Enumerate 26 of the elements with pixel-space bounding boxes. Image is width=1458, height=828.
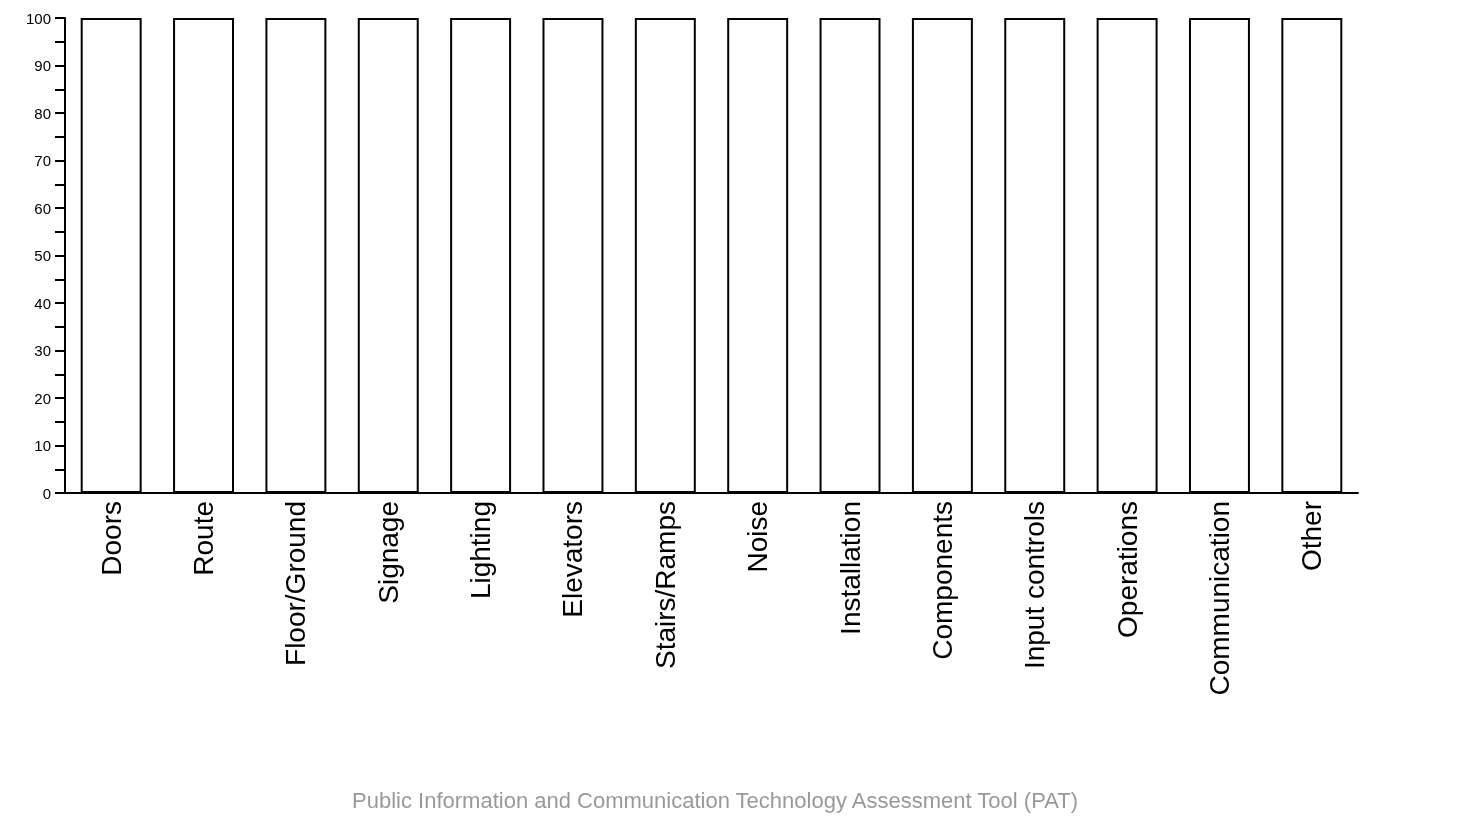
x-tick-label: Components (926, 501, 958, 660)
y-tick-label: 70 (34, 152, 51, 169)
y-tick-label: 40 (34, 294, 51, 312)
x-tick-label: Noise (742, 501, 774, 573)
x-tick-label: Input controls (1019, 501, 1051, 670)
x-tick-label: Stairs/Ramps (649, 501, 681, 670)
y-tick-label: 10 (34, 437, 51, 454)
x-tick-label: Floor/Ground (280, 501, 312, 666)
x-tick-label: Elevators (557, 501, 589, 618)
y-tick-label: 30 (34, 342, 51, 359)
x-tick-label: Other (1296, 501, 1328, 572)
x-tick-label: Route (188, 501, 220, 576)
y-tick-label: 60 (34, 199, 51, 217)
x-tick-label: Communication (1203, 501, 1235, 696)
x-tick-label: Lighting (465, 501, 497, 600)
y-tick-label: 80 (34, 104, 51, 122)
x-tick-label: Signage (372, 501, 404, 604)
x-tick-label: Doors (95, 501, 127, 576)
x-tick-label: Operations (1111, 501, 1143, 638)
text: Public Information and Communication Technology Assessment Tool (PAT) (352, 787, 1078, 813)
y-tick-label: 100 (25, 9, 51, 27)
y-tick-label: 50 (34, 247, 51, 264)
y-tick-label: 90 (34, 57, 51, 74)
x-tick-label: Installation (834, 501, 866, 635)
y-tick-label: 20 (34, 389, 51, 407)
y-tick-label: 0 (42, 484, 51, 502)
